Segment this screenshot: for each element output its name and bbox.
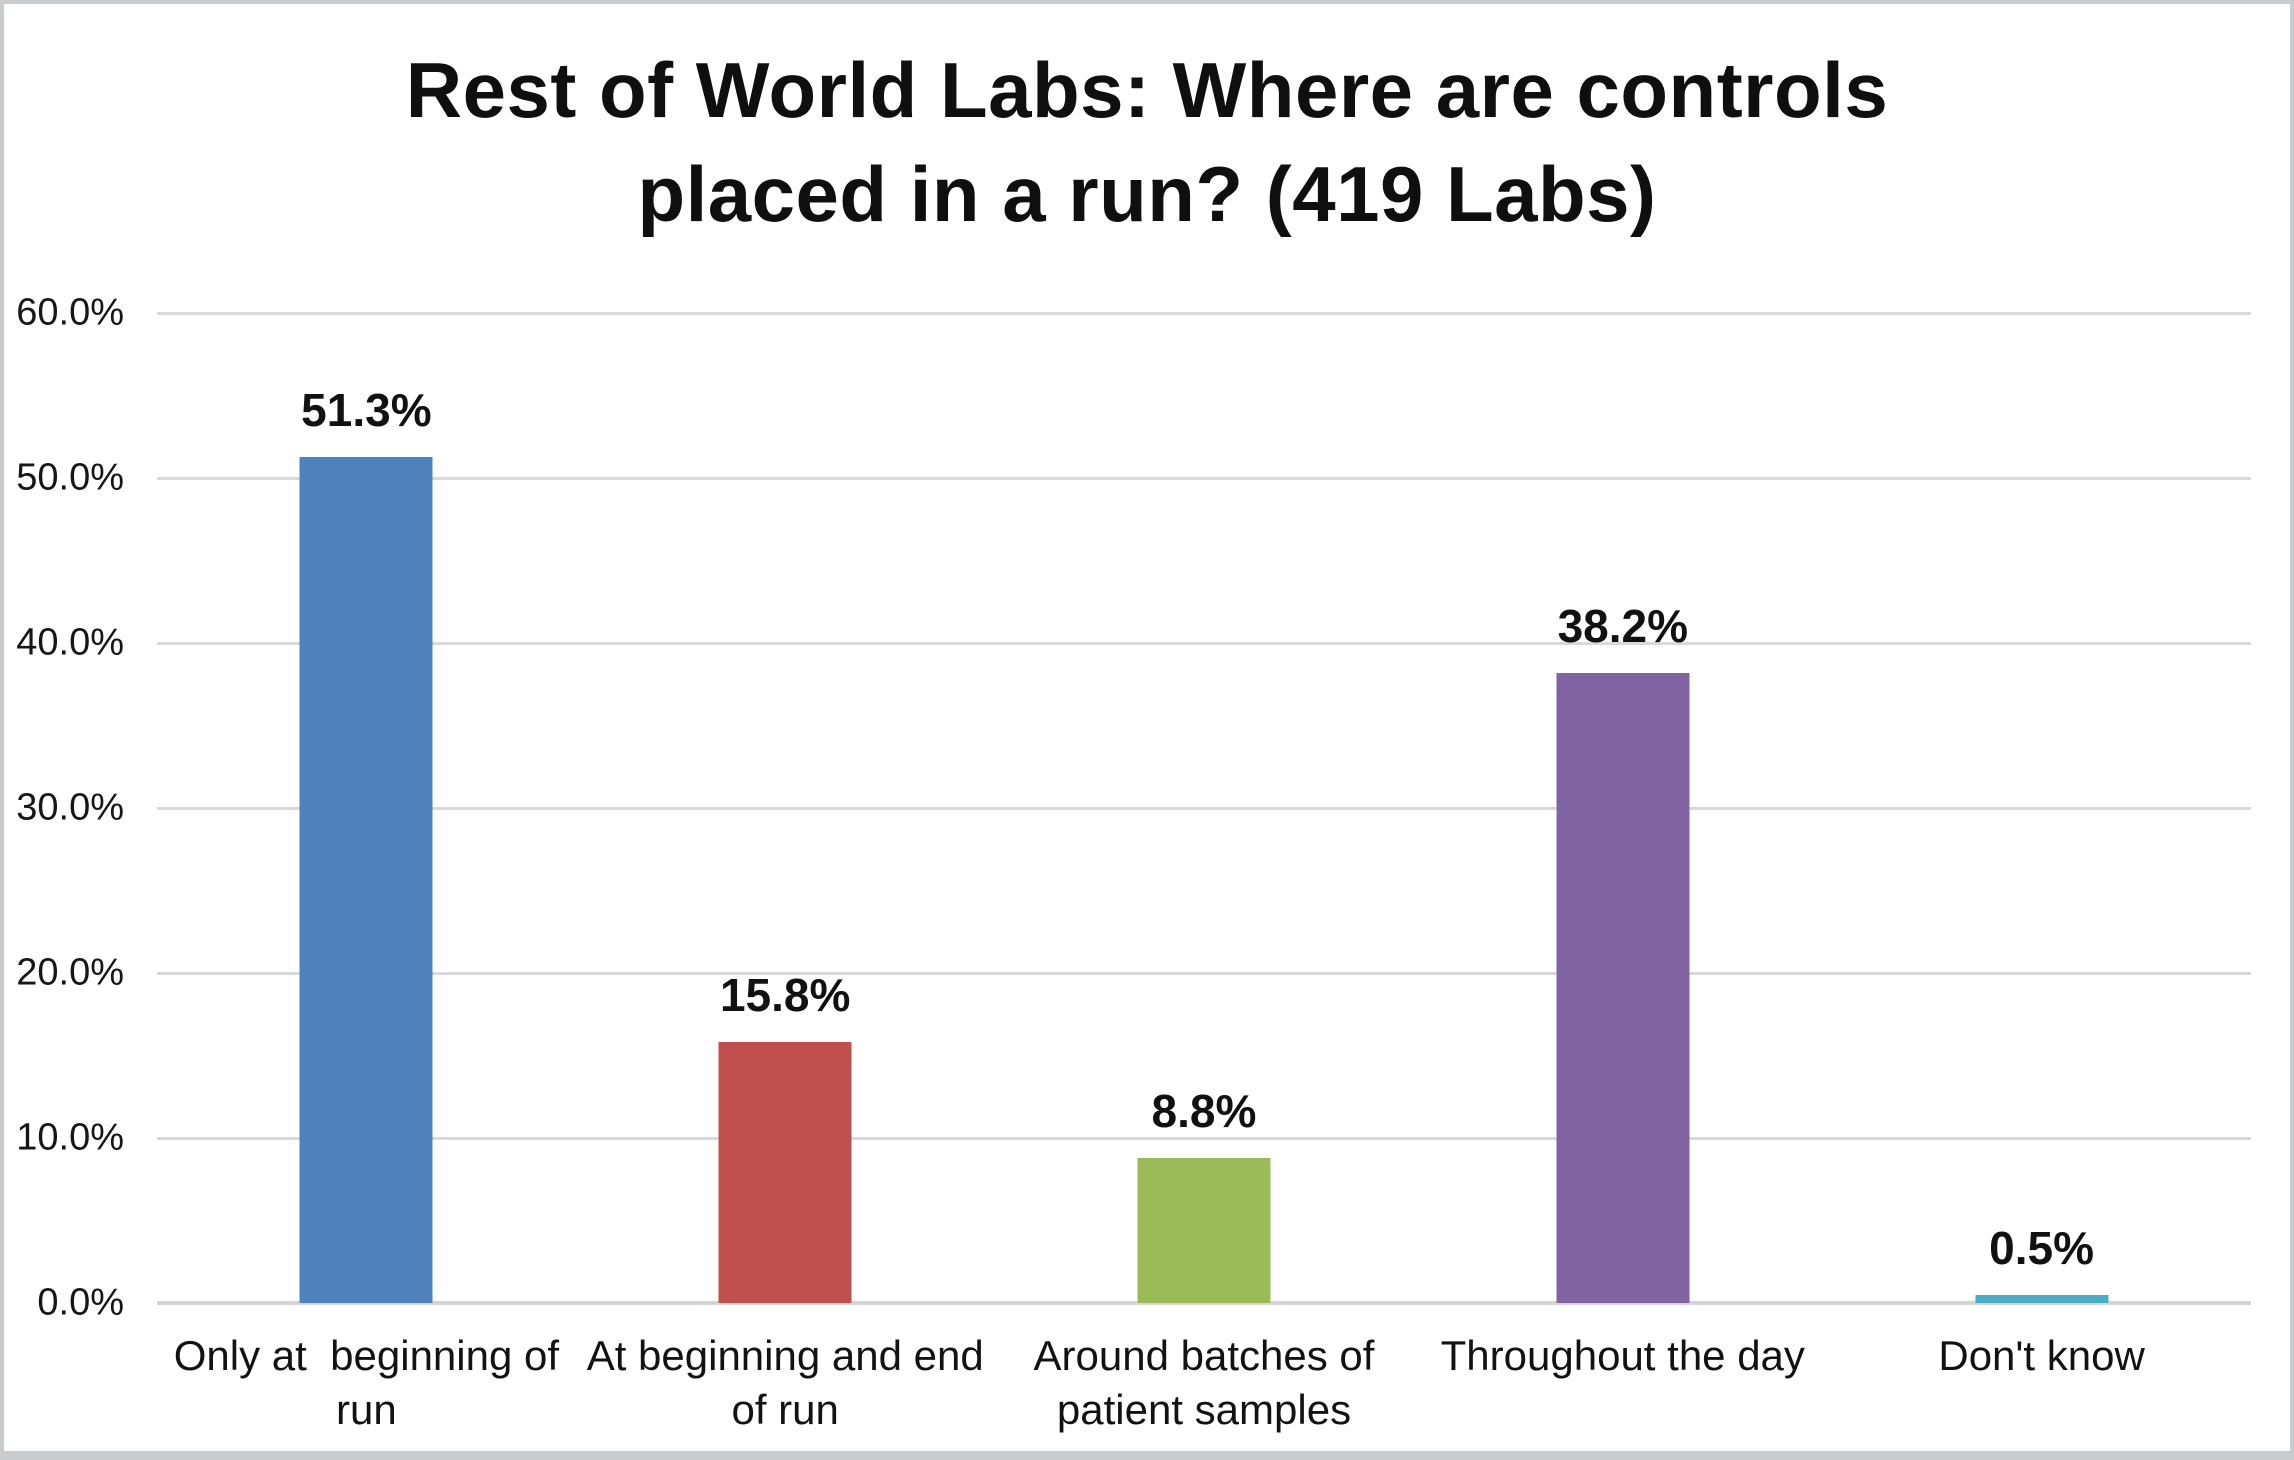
bar-series: 51.3% 15.8% 8.8% 38.2% 0.5% (157, 313, 2251, 1303)
y-gridline (157, 807, 2251, 810)
y-gridline (157, 477, 2251, 480)
category-label-4: Don't know (1832, 1329, 2251, 1437)
chart-title: Rest of World Labs: Where are controls p… (4, 38, 2290, 246)
bar-3 (1556, 672, 1690, 1303)
y-tick-label: 20.0% (16, 951, 124, 994)
category-label-line: Don't know (1938, 1332, 2145, 1379)
category-label-line: Only at beginning of (173, 1332, 560, 1379)
value-label-3: 38.2% (1557, 599, 1688, 652)
y-gridline (157, 972, 2251, 976)
y-tick-label: 50.0% (16, 456, 124, 499)
value-label-2: 8.8% (1151, 1084, 1257, 1137)
category-label-line: of run (731, 1386, 839, 1433)
category-label-line: At beginning and end (586, 1332, 984, 1379)
bar-4 (1975, 1294, 2109, 1303)
chart-title-line1: Rest of World Labs: Where are controls (405, 46, 1889, 134)
bar-slot: 15.8% (576, 313, 995, 1303)
plot-area: 51.3% 15.8% 8.8% 38.2% 0.5% (157, 312, 2251, 1305)
bar-slot: 0.5% (1832, 313, 2251, 1303)
y-gridline (157, 1137, 2251, 1141)
y-tick-label: 40.0% (16, 621, 124, 664)
y-tick-label: 30.0% (16, 786, 124, 829)
bar-slot: 8.8% (995, 313, 1414, 1303)
y-tick-label: 60.0% (16, 291, 124, 334)
x-axis-line (157, 1301, 2251, 1305)
category-label-0: Only at beginning of run (157, 1329, 576, 1437)
category-label-2: Around batches of patient samples (995, 1329, 1414, 1437)
y-tick-label: 0.0% (37, 1281, 124, 1324)
bar-1 (718, 1042, 852, 1303)
x-axis-category-labels: Only at beginning of run At beginning and … (157, 1329, 2251, 1437)
category-label-line: run (336, 1386, 397, 1433)
value-label-0: 51.3% (301, 383, 432, 436)
category-label-3: Throughout the day (1413, 1329, 1832, 1437)
y-axis: 0.0% 10.0% 20.0% 30.0% 40.0% 50.0% 60.0% (4, 292, 134, 1324)
category-label-line: Around batches of (1033, 1332, 1375, 1379)
category-label-line: Throughout the day (1440, 1332, 1805, 1379)
bar-slot: 51.3% (157, 313, 576, 1303)
chart-title-line2: placed in a run? (419 Labs) (637, 150, 1657, 238)
bar-0 (299, 456, 433, 1303)
y-gridline (157, 312, 2251, 315)
bar-2 (1137, 1157, 1271, 1303)
y-gridline (157, 642, 2251, 646)
bar-slot: 38.2% (1413, 313, 1832, 1303)
y-tick-label: 10.0% (16, 1116, 124, 1159)
value-label-4: 0.5% (1989, 1221, 2095, 1274)
category-label-1: At beginning and end of run (576, 1329, 995, 1437)
value-label-1: 15.8% (719, 969, 851, 1022)
category-label-line: patient samples (1056, 1386, 1352, 1433)
